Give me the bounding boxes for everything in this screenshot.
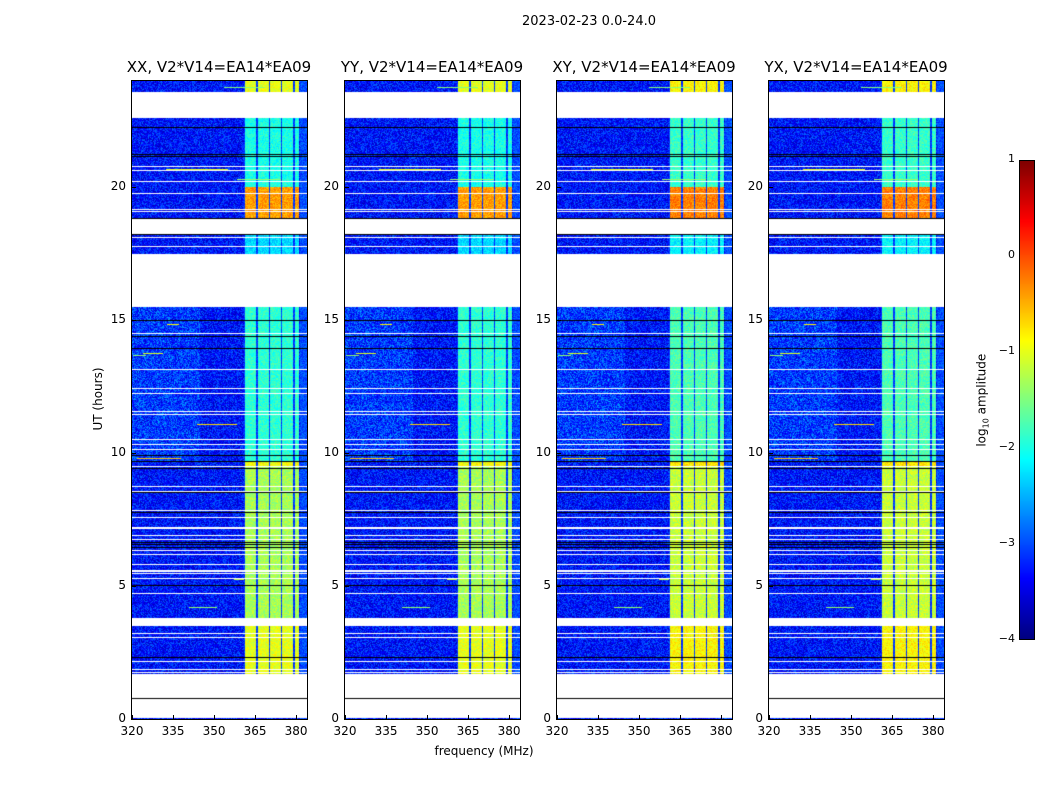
colorbar-tick-label: 0	[985, 248, 1015, 261]
waterfall-panel-3	[768, 80, 945, 720]
x-tick-label: 320	[330, 724, 360, 738]
colorbar-label-suffix: amplitude	[974, 354, 988, 418]
colorbar-tick-label: 1	[985, 152, 1015, 165]
waterfall-image	[557, 81, 732, 719]
y-tick-label: 0	[521, 711, 551, 725]
y-tick-label: 0	[733, 711, 763, 725]
y-tick-mark	[131, 320, 136, 321]
x-tick-mark	[214, 715, 215, 720]
y-axis-label: UT (hours)	[91, 349, 105, 449]
x-tick-label: 335	[371, 724, 401, 738]
x-tick-label: 335	[795, 724, 825, 738]
y-tick-label: 10	[733, 445, 763, 459]
y-tick-label: 15	[733, 312, 763, 326]
waterfall-image	[345, 81, 520, 719]
x-axis-label: frequency (MHz)	[384, 744, 584, 758]
x-tick-label: 365	[665, 724, 695, 738]
y-tick-mark	[556, 187, 561, 188]
y-tick-label: 5	[521, 578, 551, 592]
y-tick-mark	[556, 453, 561, 454]
colorbar	[1019, 160, 1035, 640]
waterfall-image	[132, 81, 307, 719]
colorbar-tick-label: −4	[985, 632, 1015, 645]
y-tick-label: 5	[309, 578, 339, 592]
y-tick-label: 20	[309, 179, 339, 193]
panel-title: YX, V2*V14=EA14*EA09	[736, 58, 976, 76]
panel-title: XY, V2*V14=EA14*EA09	[524, 58, 764, 76]
y-tick-mark	[556, 719, 561, 720]
x-tick-label: 380	[281, 724, 311, 738]
x-tick-label: 365	[877, 724, 907, 738]
x-tick-mark	[173, 715, 174, 720]
y-tick-mark	[768, 453, 773, 454]
y-tick-mark	[131, 453, 136, 454]
y-tick-mark	[131, 719, 136, 720]
y-tick-label: 10	[521, 445, 551, 459]
panel-title: YY, V2*V14=EA14*EA09	[312, 58, 552, 76]
y-tick-mark	[344, 453, 349, 454]
x-tick-mark	[296, 715, 297, 720]
panel-title: XX, V2*V14=EA14*EA09	[99, 58, 339, 76]
x-tick-mark	[386, 715, 387, 720]
y-tick-label: 20	[733, 179, 763, 193]
y-tick-mark	[768, 187, 773, 188]
y-tick-mark	[556, 320, 561, 321]
x-tick-label: 350	[836, 724, 866, 738]
x-tick-label: 365	[453, 724, 483, 738]
y-tick-mark	[344, 320, 349, 321]
y-tick-label: 20	[96, 179, 126, 193]
x-tick-label: 365	[240, 724, 270, 738]
x-tick-mark	[427, 715, 428, 720]
x-tick-label: 380	[918, 724, 948, 738]
colorbar-tick-label: −1	[985, 344, 1015, 357]
x-tick-label: 320	[117, 724, 147, 738]
x-tick-label: 350	[412, 724, 442, 738]
y-tick-mark	[344, 586, 349, 587]
x-tick-label: 335	[583, 724, 613, 738]
x-tick-label: 350	[624, 724, 654, 738]
colorbar-tick-label: −3	[985, 536, 1015, 549]
y-tick-mark	[768, 320, 773, 321]
x-tick-mark	[468, 715, 469, 720]
y-tick-mark	[131, 187, 136, 188]
x-tick-label: 380	[706, 724, 736, 738]
x-tick-label: 335	[158, 724, 188, 738]
x-tick-mark	[810, 715, 811, 720]
y-tick-label: 0	[309, 711, 339, 725]
x-tick-mark	[255, 715, 256, 720]
y-tick-label: 10	[309, 445, 339, 459]
y-tick-label: 5	[733, 578, 763, 592]
y-tick-mark	[131, 586, 136, 587]
colorbar-tick-label: −2	[985, 440, 1015, 453]
x-tick-mark	[598, 715, 599, 720]
x-tick-mark	[933, 715, 934, 720]
x-tick-label: 350	[199, 724, 229, 738]
y-tick-label: 15	[96, 312, 126, 326]
x-tick-mark	[721, 715, 722, 720]
x-tick-mark	[509, 715, 510, 720]
waterfall-image	[769, 81, 944, 719]
y-tick-label: 15	[521, 312, 551, 326]
colorbar-label-sub: 10	[982, 418, 991, 428]
x-tick-label: 320	[754, 724, 784, 738]
x-tick-mark	[851, 715, 852, 720]
y-tick-label: 15	[309, 312, 339, 326]
waterfall-panel-2	[556, 80, 733, 720]
y-tick-mark	[768, 586, 773, 587]
figure-title: 2023-02-23 0.0-24.0	[489, 14, 689, 29]
y-tick-mark	[768, 719, 773, 720]
y-tick-label: 0	[96, 711, 126, 725]
y-tick-mark	[556, 586, 561, 587]
y-tick-mark	[344, 719, 349, 720]
y-tick-label: 5	[96, 578, 126, 592]
x-tick-mark	[892, 715, 893, 720]
waterfall-panel-1	[344, 80, 521, 720]
y-tick-label: 20	[521, 179, 551, 193]
x-tick-label: 380	[494, 724, 524, 738]
x-tick-mark	[680, 715, 681, 720]
x-tick-mark	[639, 715, 640, 720]
x-tick-label: 320	[542, 724, 572, 738]
waterfall-panel-0	[131, 80, 308, 720]
y-tick-mark	[344, 187, 349, 188]
